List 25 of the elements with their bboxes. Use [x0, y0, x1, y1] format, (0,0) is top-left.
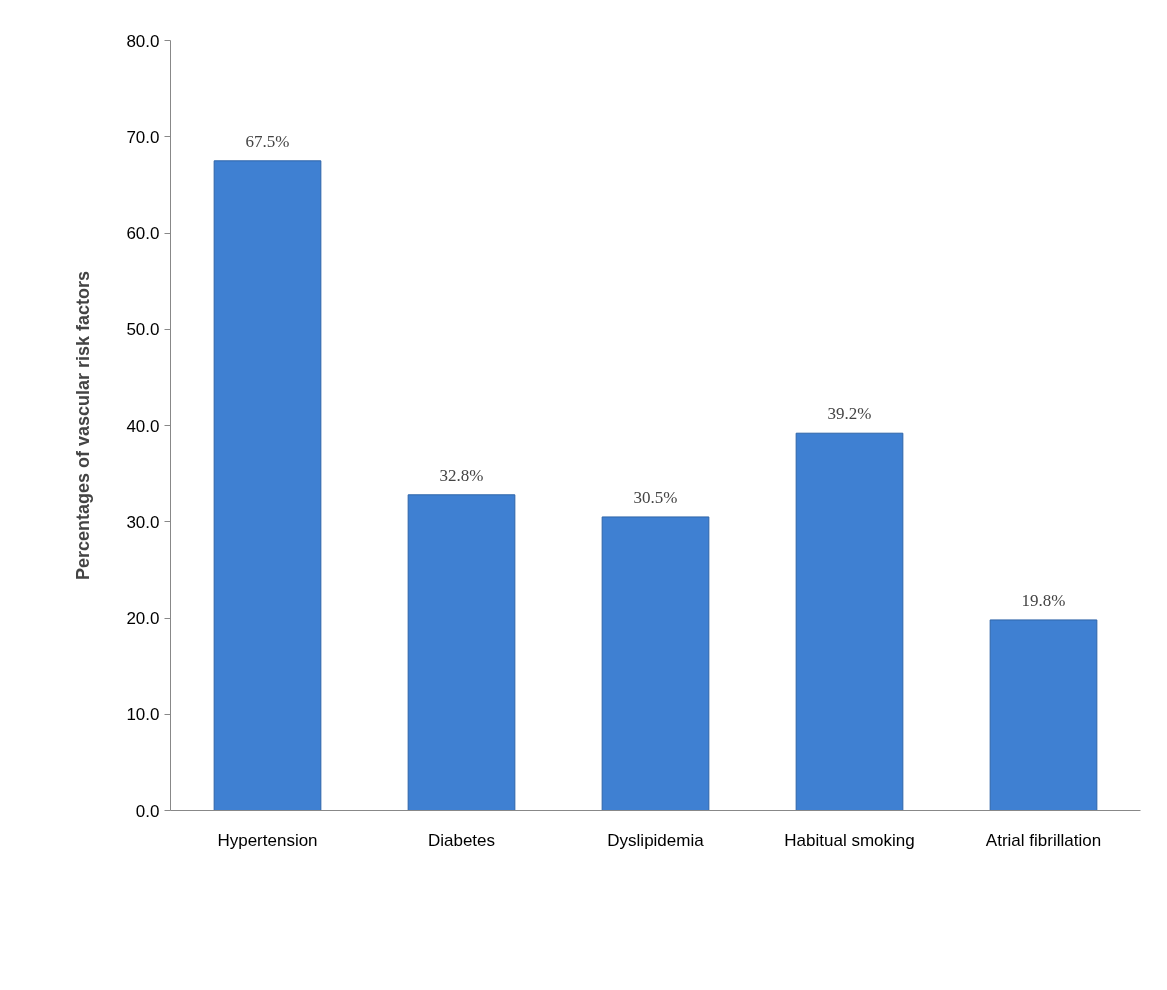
- data-label: 39.2%: [827, 404, 872, 424]
- y-tick-label: 60.0: [126, 224, 160, 243]
- y-tick-label: 70.0: [126, 127, 160, 147]
- x-tick-label: Habitual smoking: [784, 830, 915, 850]
- bar: [989, 619, 1098, 811]
- data-label: 67.5%: [245, 131, 290, 151]
- y-tick-label: 40.0: [126, 416, 160, 436]
- bar: [601, 516, 710, 811]
- y-tick-label: 50.0: [126, 320, 160, 340]
- y-tick-label: 0.0: [135, 801, 160, 821]
- y-tick-label: 10.0: [126, 705, 160, 725]
- data-label: 30.5%: [633, 487, 678, 507]
- x-tick-label: Hypertension: [217, 830, 318, 850]
- data-label: 19.8%: [1021, 590, 1066, 610]
- y-axis-title: Percentages of vascular risk factors: [73, 270, 94, 581]
- x-tick-label: Diabetes: [427, 830, 496, 850]
- y-tick-label: 30.0: [126, 512, 160, 532]
- bar: [213, 160, 322, 811]
- x-tick-label: Atrial fibrillation: [985, 830, 1102, 850]
- y-tick-label: 80.0: [126, 31, 160, 51]
- data-label: 32.8%: [439, 465, 484, 485]
- bar: [795, 432, 904, 811]
- x-tick-label: Dyslipidemia: [607, 830, 705, 850]
- y-tick-label: 20.0: [126, 609, 160, 628]
- bar: [407, 494, 516, 811]
